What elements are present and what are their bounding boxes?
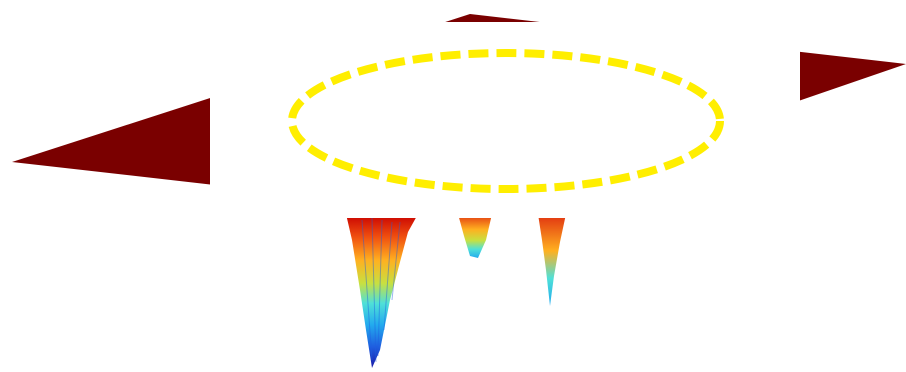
spike-right: [538, 214, 566, 306]
surface-spikes: [346, 214, 566, 368]
spike-large: [346, 214, 418, 368]
spike-small: [458, 214, 492, 258]
dashed-ellipse: [288, 49, 724, 193]
spike-large-streaks: [361, 217, 401, 363]
